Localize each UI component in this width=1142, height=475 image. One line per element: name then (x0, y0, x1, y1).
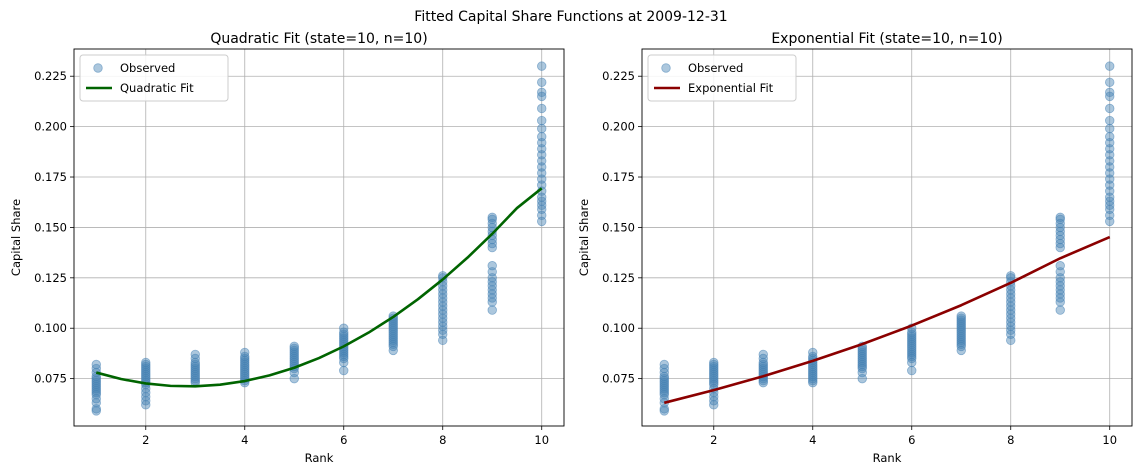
legend-label-fit: Exponential Fit (688, 81, 774, 95)
observed-point (1105, 103, 1115, 114)
y-tick-label: 0.100 (602, 321, 635, 335)
y-tick-label: 0.075 (602, 372, 635, 386)
observed-point (1105, 115, 1115, 126)
axes-frame (73, 48, 565, 427)
x-tick-label: 10 (534, 433, 549, 447)
y-tick-label: 0.125 (34, 271, 67, 285)
x-tick-label: 8 (1007, 433, 1014, 447)
observed-point (956, 311, 966, 321)
observed-point (339, 323, 349, 333)
legend-label-fit: Quadratic Fit (120, 81, 194, 95)
observed-series (91, 61, 547, 416)
observed-point (537, 77, 547, 87)
observed-point (537, 131, 547, 142)
y-tick-label: 0.075 (34, 372, 67, 386)
x-tick-label: 6 (340, 433, 347, 447)
observed-point (1055, 212, 1065, 223)
observed-point (537, 87, 547, 98)
y-tick-label: 0.100 (34, 321, 67, 335)
observed-point (91, 359, 101, 370)
y-tick-label: 0.125 (602, 271, 635, 285)
x-tick-label: 2 (142, 433, 149, 447)
y-axis-label: Capital Share (577, 199, 591, 276)
observed-point (1105, 131, 1115, 142)
legend-marker-observed (661, 63, 671, 73)
observed-point (190, 349, 200, 360)
fit-line (95, 187, 543, 388)
legend: Observed Quadratic Fit (79, 54, 229, 102)
y-tick-label: 0.150 (602, 220, 635, 234)
legend-label-observed: Observed (688, 61, 743, 75)
panel-title: Exponential Fit (state=10, n=10) (771, 31, 1002, 47)
y-tick-label: 0.225 (602, 69, 635, 83)
observed-point (1055, 305, 1065, 315)
x-tick-label: 2 (710, 433, 717, 447)
observed-point (487, 212, 497, 223)
observed-point (289, 341, 299, 352)
observed-point (1055, 261, 1065, 271)
observed-point (240, 347, 250, 358)
y-tick-label: 0.150 (34, 220, 67, 234)
observed-point (537, 115, 547, 126)
observed-point (1105, 61, 1115, 71)
legend-box (647, 54, 797, 102)
observed-point (537, 103, 547, 114)
observed-point (339, 365, 349, 376)
observed-point (1105, 77, 1115, 87)
y-tick-label: 0.200 (34, 120, 67, 134)
observed-point (1105, 123, 1115, 134)
y-tick-label: 0.225 (34, 69, 67, 83)
observed-point (141, 357, 151, 368)
x-tick-label: 10 (1102, 433, 1117, 447)
legend: Observed Exponential Fit (647, 54, 797, 102)
legend-marker-observed (93, 63, 103, 73)
observed-point (709, 357, 719, 368)
observed-point (659, 359, 669, 370)
x-axis-label: Rank (873, 451, 902, 465)
x-tick-label: 4 (241, 433, 248, 447)
observed-point (758, 349, 768, 360)
fit-line (663, 235, 1111, 405)
y-tick-label: 0.200 (602, 120, 635, 134)
x-tick-label: 8 (439, 433, 446, 447)
plot-panel-2: 2 4 6 8 10 0.075 0.100 0.125 0.150 0.175 0.200 0.22… (577, 31, 1133, 465)
observed-point (487, 305, 497, 315)
observed-series (659, 61, 1115, 416)
figure-suptitle: Fitted Capital Share Functions at 2009-1… (414, 9, 727, 25)
observed-point (1105, 87, 1115, 98)
observed-point (537, 123, 547, 134)
plot-panel-1: 2 4 6 8 10 0.075 0.100 0.125 0.150 0.175 0.200 0.22… (9, 31, 565, 465)
observed-point (1006, 271, 1016, 281)
legend-label-observed: Observed (120, 61, 175, 75)
axes-frame (641, 48, 1133, 427)
observed-point (907, 365, 917, 376)
y-tick-label: 0.175 (602, 170, 635, 184)
x-axis-label: Rank (305, 451, 334, 465)
x-tick-label: 6 (908, 433, 915, 447)
legend-box (79, 54, 229, 102)
y-tick-label: 0.175 (34, 170, 67, 184)
observed-point (537, 61, 547, 71)
observed-point (487, 261, 497, 271)
x-tick-label: 4 (809, 433, 816, 447)
panel-title: Quadratic Fit (state=10, n=10) (210, 31, 427, 47)
y-axis-label: Capital Share (9, 199, 23, 276)
observed-point (808, 347, 818, 358)
